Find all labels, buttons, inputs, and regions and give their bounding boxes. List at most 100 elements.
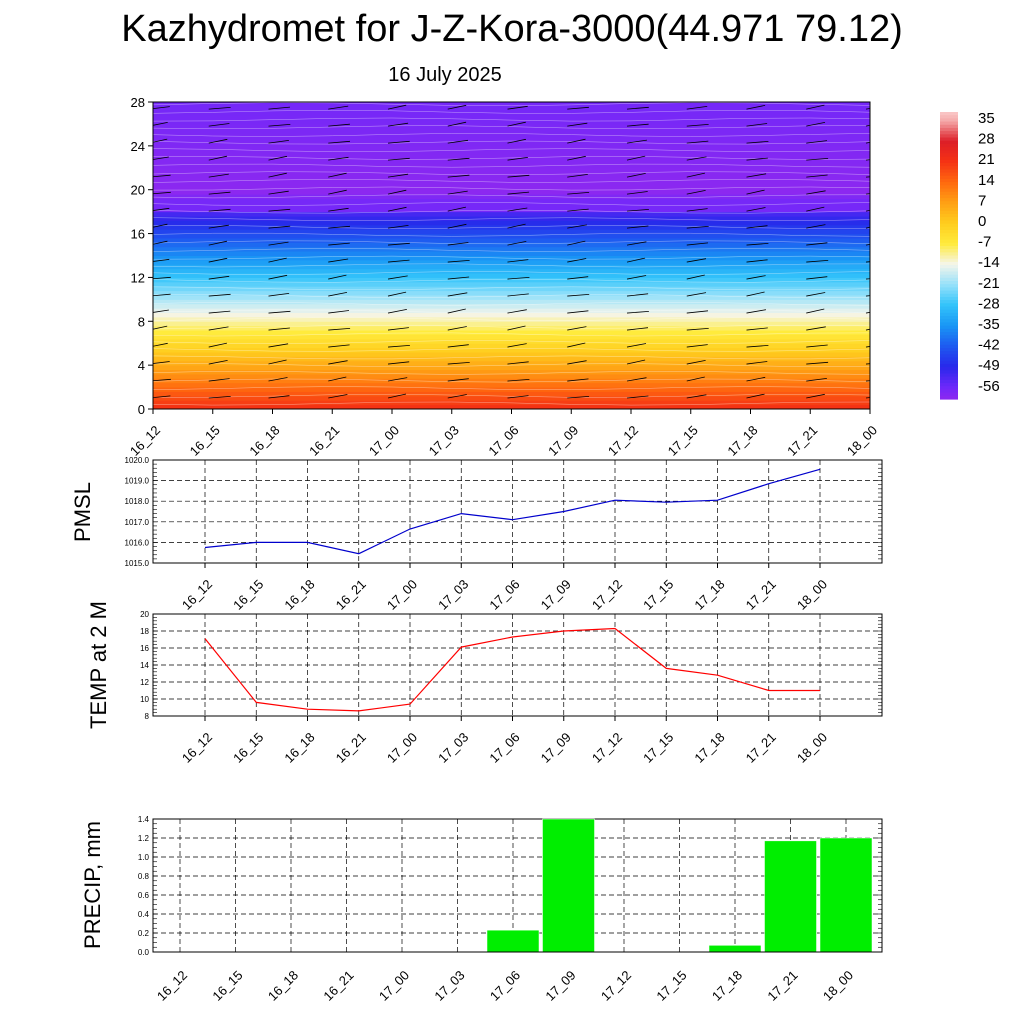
colorbar-segment xyxy=(940,169,958,174)
colorbar-segment xyxy=(940,370,958,375)
colorbar-segment xyxy=(940,118,958,123)
colorbar-segment xyxy=(940,341,958,346)
wind-barb xyxy=(387,345,410,348)
wind-barb xyxy=(686,328,709,331)
wind-barb xyxy=(686,258,707,263)
colorbar-segment xyxy=(940,147,958,151)
y-tick-label: 1017.0 xyxy=(125,518,150,527)
y-tick-label: 0.6 xyxy=(138,891,150,900)
colorbar-segment xyxy=(940,188,958,193)
wind-barbs xyxy=(153,104,870,399)
wind-barb xyxy=(268,327,290,331)
wind-barb xyxy=(865,226,870,229)
contour-line xyxy=(153,255,870,260)
wind-barb xyxy=(507,379,530,382)
colorbar-segment xyxy=(940,332,958,336)
wind-barb xyxy=(507,361,529,365)
heatmap-band xyxy=(153,119,870,125)
contour-line xyxy=(153,102,870,107)
heatmap-band xyxy=(153,360,870,366)
colorbar-segment xyxy=(940,153,958,158)
wind-barb xyxy=(328,123,350,127)
chart-title: Kazhydromet for J-Z-Kora-3000(44.971 79.… xyxy=(121,8,903,50)
heatmap-band xyxy=(153,211,870,217)
wind-barb xyxy=(806,242,828,246)
x-tick-label: 17_18 xyxy=(691,730,727,766)
y-tick-label: 12 xyxy=(131,270,145,285)
wind-barb xyxy=(567,155,586,161)
wind-barb xyxy=(447,344,469,348)
contour-line xyxy=(153,125,870,130)
heatmap-band xyxy=(153,338,870,344)
wind-barb xyxy=(626,155,646,161)
wind-barb xyxy=(626,225,649,229)
x-tick-label: 17_00 xyxy=(376,968,412,1004)
wind-barb xyxy=(387,189,407,195)
heatmap-band xyxy=(153,325,870,331)
y-tick-label: 1.4 xyxy=(138,815,150,824)
heatmap-band xyxy=(153,162,870,169)
colorbar-label: -42 xyxy=(978,337,1000,354)
colorbar-segment xyxy=(940,127,958,132)
wind-barb xyxy=(865,124,870,127)
plot-frame xyxy=(152,459,883,564)
contour-line xyxy=(153,302,870,306)
wind-barb xyxy=(328,310,350,314)
colorbar-segment xyxy=(940,261,958,266)
wind-barb xyxy=(865,328,870,331)
wind-barb xyxy=(208,208,231,212)
y-tick-label: 0.2 xyxy=(138,929,150,938)
wind-barb xyxy=(626,173,646,178)
chart-subtitle: 16 July 2025 xyxy=(388,64,502,86)
colorbar-segment xyxy=(940,249,958,253)
x-tick-label: 17_03 xyxy=(435,730,471,766)
wind-barb xyxy=(746,243,769,246)
wind-barb xyxy=(153,378,171,382)
wind-barb xyxy=(153,223,168,228)
colorbar-segment xyxy=(940,274,958,279)
heatmap-band xyxy=(153,276,870,283)
colorbar-segment xyxy=(940,296,958,301)
colorbar-label: -28 xyxy=(978,295,1000,312)
colorbar-label: -49 xyxy=(978,357,1000,374)
wind-barb xyxy=(806,393,825,399)
x-tick-label: 16_21 xyxy=(320,968,356,1004)
y-tick-label: 20 xyxy=(131,183,145,198)
wind-barb xyxy=(686,226,709,229)
wind-barb xyxy=(865,346,870,348)
colorbar-segment xyxy=(940,328,958,333)
wind-barb xyxy=(507,343,527,348)
contour-line xyxy=(153,148,870,152)
heatmap-band xyxy=(153,259,870,265)
wind-barb xyxy=(567,240,586,246)
wind-barb xyxy=(567,174,588,178)
wind-barb xyxy=(328,328,351,331)
heatmap-band xyxy=(153,171,870,178)
wind-barb xyxy=(328,156,349,161)
heatmap-band xyxy=(153,316,870,322)
wind-barb xyxy=(153,361,170,364)
y-tick-label: 16 xyxy=(140,644,149,653)
wind-barb xyxy=(387,291,407,297)
x-tick-label: 17_06 xyxy=(486,730,522,766)
wind-barb xyxy=(387,225,409,229)
colorbar-segment xyxy=(940,163,958,167)
precip-bar xyxy=(764,840,817,953)
wind-barb xyxy=(865,209,870,212)
colorbar-segment xyxy=(940,115,958,119)
wind-barb xyxy=(328,360,348,365)
contour-line xyxy=(153,163,870,168)
x-tick-label: 16_18 xyxy=(265,968,301,1004)
wind-barb xyxy=(806,206,825,212)
wind-barb xyxy=(686,190,706,195)
wind-barb xyxy=(746,327,768,331)
colorbar-segment xyxy=(940,242,958,247)
colorbar-segment xyxy=(940,233,958,237)
contour-line xyxy=(153,378,870,383)
y-tick-label: 1.2 xyxy=(138,834,150,843)
wind-barb xyxy=(567,258,587,263)
heatmap-band xyxy=(153,320,870,327)
heatmap-band xyxy=(153,228,870,235)
wind-barb xyxy=(567,396,590,399)
